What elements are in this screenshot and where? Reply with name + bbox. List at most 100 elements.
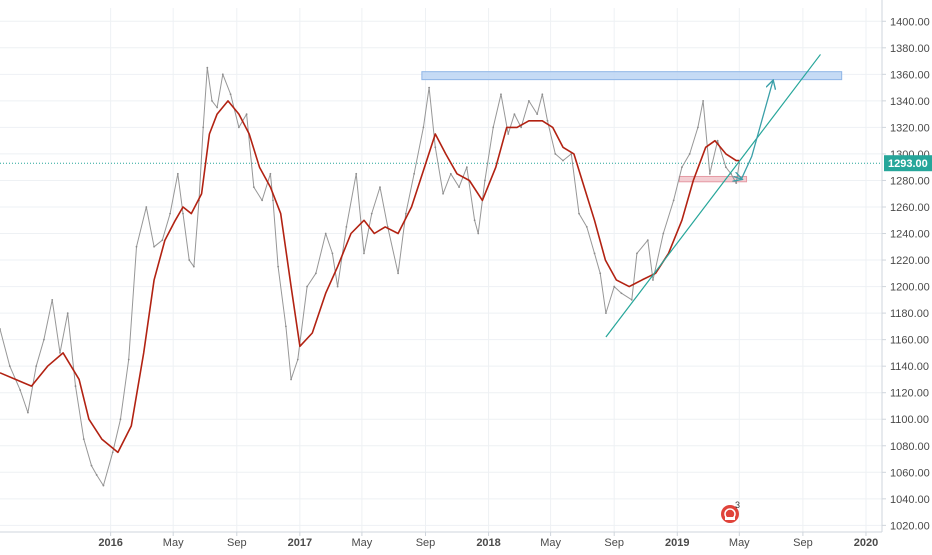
- price-point: [507, 133, 510, 135]
- price-point: [245, 113, 248, 116]
- price-point: [202, 126, 205, 129]
- price-point: [324, 232, 327, 235]
- price-point: [458, 186, 460, 188]
- price-point: [578, 212, 580, 215]
- x-tick-label: Sep: [227, 537, 247, 549]
- price-point: [500, 93, 502, 96]
- price-point: [541, 93, 544, 96]
- price-point: [422, 126, 425, 129]
- price-point: [285, 325, 287, 328]
- price-point: [176, 172, 179, 175]
- price-point: [620, 292, 623, 295]
- y-tick-label: 1160.00: [890, 335, 929, 347]
- price-point: [216, 106, 219, 109]
- price-point: [221, 73, 224, 76]
- price-point: [19, 389, 22, 391]
- moving-average-line: [0, 100, 740, 454]
- y-tick-label: 1140.00: [890, 361, 929, 373]
- price-point: [290, 378, 292, 381]
- price-point: [708, 172, 711, 175]
- price-point: [702, 99, 705, 102]
- price-point: [306, 285, 308, 288]
- price-point: [527, 99, 530, 102]
- price-point: [206, 66, 209, 69]
- price-point: [237, 126, 240, 129]
- price-point: [363, 252, 365, 255]
- x-tick-label: May: [540, 537, 561, 549]
- price-point: [428, 86, 431, 89]
- price-point: [492, 126, 495, 129]
- y-tick-label: 1020.00: [890, 520, 930, 532]
- price-point: [473, 219, 476, 222]
- price-point: [90, 464, 93, 467]
- price-point: [296, 358, 299, 361]
- price-point: [688, 153, 691, 155]
- price-point: [272, 199, 274, 202]
- price-point: [111, 451, 114, 454]
- price-point: [229, 93, 232, 96]
- x-tick-label: Sep: [793, 537, 813, 549]
- price-point: [102, 484, 105, 487]
- y-tick-label: 1180.00: [890, 308, 929, 320]
- price-point: [652, 279, 654, 281]
- price-point: [277, 265, 280, 268]
- price-point: [161, 239, 164, 242]
- resistance-zone: [421, 71, 843, 81]
- x-tick-label: 2020: [854, 537, 878, 549]
- price-point: [397, 272, 399, 275]
- y-tick-label: 1380.00: [890, 43, 930, 55]
- y-tick-label: 1240.00: [890, 229, 930, 241]
- x-tick-label: May: [352, 537, 373, 549]
- price-point: [261, 199, 264, 202]
- brand-logo-icon: 3: [721, 500, 740, 523]
- x-tick-label: May: [163, 537, 184, 549]
- price-point: [211, 99, 213, 102]
- price-point: [599, 272, 602, 275]
- price-point: [43, 338, 45, 341]
- price-point: [345, 225, 348, 228]
- price-point: [520, 126, 523, 129]
- price-point: [434, 146, 437, 149]
- price-point: [585, 225, 588, 228]
- price-point: [74, 385, 77, 387]
- price-point: [355, 172, 358, 175]
- x-tick-label: 2017: [288, 537, 312, 549]
- y-tick-label: 1320.00: [890, 122, 930, 134]
- price-point: [716, 139, 719, 142]
- price-point: [188, 259, 191, 261]
- price-point: [153, 245, 155, 248]
- price-point: [252, 186, 255, 188]
- price-point: [51, 298, 54, 301]
- price-point: [119, 418, 122, 421]
- y-tick-label: 1120.00: [890, 388, 929, 400]
- price-point: [95, 474, 98, 476]
- y-tick-label: 1340.00: [890, 96, 930, 108]
- y-tick-label: 1360.00: [890, 69, 930, 81]
- price-point: [182, 212, 184, 215]
- price-point: [465, 166, 468, 169]
- price-point: [135, 245, 138, 248]
- y-tick-label: 1060.00: [890, 467, 930, 479]
- price-point: [613, 285, 616, 288]
- svg-text:3: 3: [735, 500, 740, 510]
- price-point: [442, 192, 444, 195]
- y-tick-label: 1080.00: [890, 441, 930, 453]
- price-point: [724, 166, 727, 169]
- projection-arrow-up: [740, 81, 773, 180]
- price-point: [331, 252, 334, 255]
- price-point: [66, 312, 69, 315]
- current-price-label: 1293.00: [888, 158, 928, 170]
- x-tick-label: 2019: [665, 537, 689, 549]
- price-point: [370, 212, 373, 215]
- price-point: [536, 113, 539, 116]
- price-point: [0, 328, 1, 330]
- y-tick-label: 1260.00: [890, 202, 930, 214]
- price-point: [59, 352, 61, 354]
- price-point: [697, 126, 699, 129]
- price-point: [127, 358, 130, 361]
- x-tick-label: May: [729, 537, 750, 549]
- price-point: [672, 199, 675, 202]
- price-point: [605, 312, 607, 315]
- price-point: [336, 285, 339, 288]
